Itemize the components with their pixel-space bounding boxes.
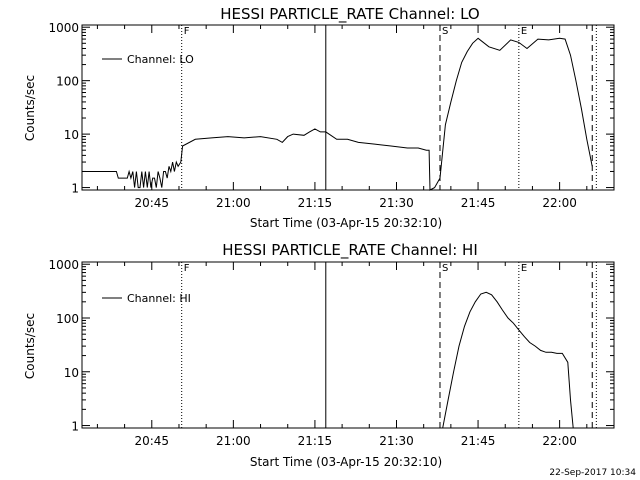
y-axis-label-hi: Counts/sec [23, 313, 37, 379]
x-tick-label: 21:45 [461, 196, 496, 210]
event-marker-label: F [184, 263, 190, 274]
tick-marks-lo [82, 25, 615, 190]
event-marker-label: S [442, 263, 448, 274]
x-tick-label: 22:00 [542, 196, 577, 210]
event-marker-label: F [184, 26, 190, 37]
y-tick-label: 100 [56, 75, 79, 89]
x-tick-labels-lo: 20:45 21:00 21:15 21:30 21:45 22:00 [134, 196, 576, 210]
chart-title-lo: HESSI PARTICLE_RATE Channel: LO [220, 5, 479, 24]
x-tick-label: 21:00 [216, 196, 251, 210]
y-tick-label: 10 [64, 128, 79, 142]
panel-lo: HESSI PARTICLE_RATE Channel: LO 1 10 100 10… [23, 5, 615, 230]
x-tick-label: 21:30 [379, 434, 414, 448]
x-tick-label: 21:30 [379, 196, 414, 210]
series-hi [442, 291, 574, 429]
event-marker-label: E [521, 26, 527, 37]
x-tick-label: 21:45 [461, 434, 496, 448]
y-tick-labels-lo: 1 10 100 1000 [48, 21, 79, 195]
y-tick-labels-hi: 1 10 100 1000 [48, 258, 79, 433]
y-tick-label: 1000 [48, 258, 79, 272]
panel-hi: HESSI PARTICLE_RATE Channel: HI 1 10 100 10… [23, 241, 615, 469]
x-axis-label-lo: Start Time (03-Apr-15 20:32:10) [250, 216, 442, 230]
x-tick-label: 21:00 [216, 434, 251, 448]
timestamp: 22-Sep-2017 10:34 [549, 468, 636, 478]
x-tick-label: 20:45 [134, 434, 169, 448]
plot-frame-hi [81, 261, 615, 429]
plot-frame-lo [81, 24, 615, 191]
y-axis-label-lo: Counts/sec [23, 75, 37, 141]
legend-label-hi: Channel: HI [127, 292, 191, 305]
legend-label-lo: Channel: LO [127, 53, 194, 66]
y-tick-label: 10 [64, 366, 79, 380]
y-tick-label: 1 [71, 182, 79, 196]
series-line [442, 291, 574, 429]
y-tick-label: 1000 [48, 21, 79, 35]
event-marker-label: S [442, 26, 448, 37]
x-tick-label: 20:45 [134, 196, 169, 210]
x-axis-label-hi: Start Time (03-Apr-15 20:32:10) [250, 455, 442, 469]
series-line [82, 37, 593, 191]
series-lo [82, 37, 593, 191]
event-marker-label: E [521, 263, 527, 274]
x-tick-labels-hi: 20:45 21:00 21:15 21:30 21:45 22:00 [134, 434, 576, 448]
chart-title-hi: HESSI PARTICLE_RATE Channel: HI [222, 241, 478, 260]
y-tick-label: 100 [56, 312, 79, 326]
x-tick-label: 22:00 [542, 434, 577, 448]
tick-marks-hi [82, 262, 615, 428]
x-tick-label: 21:15 [298, 196, 333, 210]
x-tick-label: 21:15 [298, 434, 333, 448]
y-tick-label: 1 [71, 420, 79, 434]
